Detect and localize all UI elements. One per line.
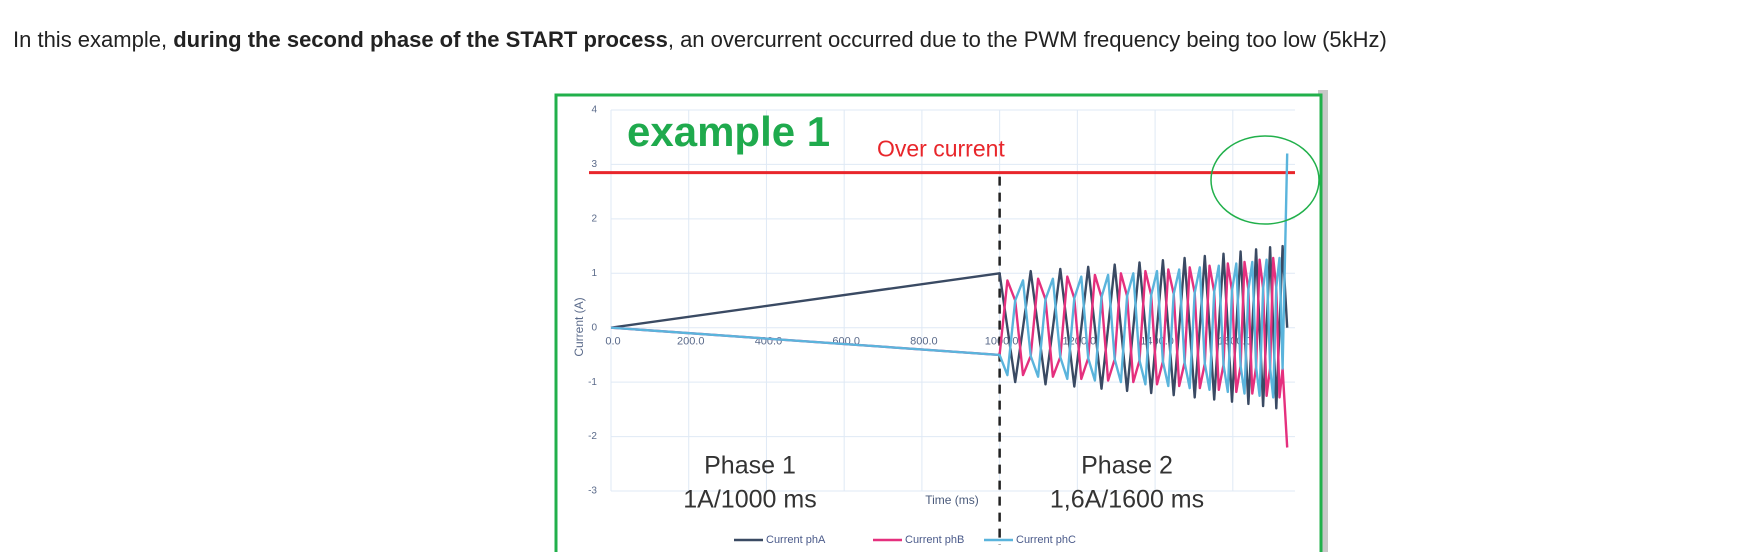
legend-label: Current phC bbox=[1016, 534, 1076, 546]
y-tick-label: 0 bbox=[591, 322, 597, 333]
phase-detail: 1A/1000 ms bbox=[683, 486, 816, 514]
y-tick-label: 1 bbox=[591, 268, 597, 279]
y-axis-label: Current (A) bbox=[572, 297, 586, 356]
paragraph: In this example, during the second phase… bbox=[13, 27, 1387, 53]
legend-label: Current phA bbox=[766, 534, 826, 546]
x-tick-label: 0.0 bbox=[605, 336, 620, 348]
phase-name: Phase 2 bbox=[1081, 452, 1173, 480]
highlight-circle bbox=[1210, 135, 1320, 225]
text: , an overcurrent occurred due to the PWM… bbox=[667, 27, 1387, 52]
series-line bbox=[610, 153, 1289, 399]
x-axis-label: Time (ms) bbox=[925, 493, 979, 507]
y-tick-label: -3 bbox=[588, 486, 597, 497]
x-tick-label: 800.0 bbox=[910, 336, 938, 348]
y-tick-label: 4 bbox=[591, 105, 597, 116]
x-tick-label: 200.0 bbox=[677, 336, 705, 348]
y-tick-label: 3 bbox=[591, 159, 597, 170]
threshold-label: Over current bbox=[877, 136, 1005, 162]
phase-detail: 1,6A/1600 ms bbox=[1050, 486, 1204, 514]
text: In this example, bbox=[13, 27, 174, 52]
phase-name: Phase 1 bbox=[704, 452, 796, 480]
legend-label: Current phB bbox=[905, 534, 964, 546]
y-tick-label: -1 bbox=[588, 377, 597, 388]
image-shadow bbox=[1318, 90, 1328, 552]
y-tick-label: -2 bbox=[588, 431, 597, 442]
bold-text: during the second phase of the START pro… bbox=[173, 27, 668, 52]
y-tick-label: 2 bbox=[591, 213, 597, 224]
series-line bbox=[610, 244, 1289, 410]
chart-title: example 1 bbox=[627, 108, 830, 155]
